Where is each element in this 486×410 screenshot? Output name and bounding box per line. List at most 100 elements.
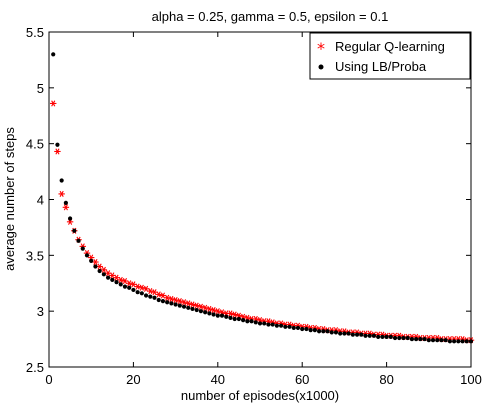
data-point-using-lb-proba <box>228 315 233 320</box>
data-point-using-lb-proba <box>245 319 250 324</box>
legend-entry-regular-q-learning: Regular Q-learning <box>335 39 445 54</box>
data-point-using-lb-proba <box>232 316 237 322</box>
x-tick-label: 0 <box>45 372 52 387</box>
data-point-using-lb-proba <box>274 323 279 328</box>
data-point-regular-q-learning <box>206 305 213 312</box>
data-point-using-lb-proba <box>114 280 119 285</box>
asterisk-stroke <box>118 276 123 283</box>
asterisk-stroke <box>186 300 191 307</box>
data-point-regular-q-learning <box>125 280 133 287</box>
data-point-using-lb-proba <box>426 338 431 343</box>
legend-marker-asterisk: * <box>317 39 325 58</box>
asterisk-stroke <box>198 303 203 310</box>
asterisk-stroke <box>139 284 144 291</box>
data-point-using-lb-proba <box>287 324 292 329</box>
data-point-using-lb-proba <box>363 333 368 338</box>
data-point-using-lb-proba <box>211 312 216 317</box>
data-point-using-lb-proba <box>430 338 436 343</box>
data-point-using-lb-proba <box>110 277 115 282</box>
data-point-using-lb-proba <box>392 335 398 341</box>
x-axis-label: number of episodes(x1000) <box>181 388 339 403</box>
data-point-using-lb-proba <box>76 238 81 243</box>
x-tick-label: 60 <box>295 372 309 387</box>
data-point-regular-q-learning <box>117 276 124 283</box>
data-point-using-lb-proba <box>97 268 102 274</box>
asterisk-stroke <box>93 258 98 266</box>
data-point-using-lb-proba <box>304 326 309 332</box>
data-point-using-lb-proba <box>84 253 90 258</box>
data-point-using-lb-proba <box>118 282 123 287</box>
data-point-using-lb-proba <box>346 331 351 336</box>
data-point-regular-q-learning <box>163 294 171 301</box>
data-point-regular-q-learning <box>147 288 154 295</box>
asterisk-stroke <box>97 263 102 270</box>
data-point-using-lb-proba <box>295 325 301 331</box>
asterisk-stroke <box>211 306 216 314</box>
asterisk-stroke <box>190 301 195 308</box>
legend-marker-dot <box>318 64 324 70</box>
data-point-using-lb-proba <box>291 325 296 331</box>
y-axis-label: average number of steps <box>2 127 17 271</box>
data-point-using-lb-proba <box>266 322 271 327</box>
data-point-regular-q-learning <box>176 298 184 305</box>
data-point-using-lb-proba <box>55 142 60 147</box>
data-point-using-lb-proba <box>376 334 381 339</box>
asterisk-stroke <box>106 270 111 277</box>
data-point-using-lb-proba <box>203 310 208 315</box>
y-tick-label: 3.5 <box>26 248 44 263</box>
data-point-using-lb-proba <box>338 331 343 336</box>
data-point-using-lb-proba <box>257 321 263 326</box>
data-point-using-lb-proba <box>384 334 389 339</box>
data-point-using-lb-proba <box>135 290 140 295</box>
data-point-regular-q-learning <box>54 148 61 155</box>
x-tick-label: 100 <box>460 372 482 387</box>
asterisk-stroke <box>131 281 136 288</box>
data-point-using-lb-proba <box>405 335 410 341</box>
data-point-using-lb-proba <box>359 332 364 337</box>
data-point-using-lb-proba <box>173 302 178 307</box>
y-tick-label: 5.5 <box>26 25 44 40</box>
asterisk-stroke <box>152 289 157 296</box>
asterisk-stroke <box>203 304 208 311</box>
y-tick-label: 5 <box>37 81 44 96</box>
data-point-using-lb-proba <box>418 336 423 342</box>
data-point-regular-q-learning <box>138 284 146 291</box>
data-point-using-lb-proba <box>409 336 415 342</box>
data-point-using-lb-proba <box>249 319 254 324</box>
asterisk-stroke <box>135 283 140 290</box>
asterisk-stroke <box>207 305 212 312</box>
data-point-using-lb-proba <box>198 309 204 314</box>
data-point-using-lb-proba <box>59 178 64 183</box>
asterisk-stroke <box>173 296 178 304</box>
data-point-using-lb-proba <box>93 264 98 269</box>
data-point-regular-q-learning <box>197 303 205 310</box>
data-point-using-lb-proba <box>367 333 372 338</box>
data-point-regular-q-learning <box>210 306 217 314</box>
data-point-using-lb-proba <box>342 331 347 336</box>
data-point-using-lb-proba <box>333 330 339 335</box>
data-point-using-lb-proba <box>127 285 132 290</box>
asterisk-stroke <box>194 302 199 309</box>
asterisk-stroke <box>101 266 106 273</box>
data-point-using-lb-proba <box>452 339 457 344</box>
data-point-regular-q-learning <box>155 291 162 298</box>
data-point-using-lb-proba <box>447 339 452 344</box>
data-point-using-lb-proba <box>152 295 157 300</box>
asterisk-stroke <box>148 288 153 295</box>
chart-title: alpha = 0.25, gamma = 0.5, epsilon = 0.1 <box>152 9 389 24</box>
x-tick-label: 20 <box>126 372 140 387</box>
data-point-regular-q-learning <box>227 310 234 317</box>
data-point-using-lb-proba <box>68 216 73 221</box>
data-point-using-lb-proba <box>262 321 267 326</box>
y-tick-label: 4.5 <box>26 137 44 152</box>
data-point-using-lb-proba <box>156 297 161 303</box>
asterisk-stroke <box>156 291 161 298</box>
data-point-using-lb-proba <box>329 330 334 335</box>
data-points <box>50 52 475 344</box>
data-point-using-lb-proba <box>354 332 360 337</box>
data-point-using-lb-proba <box>207 311 212 316</box>
data-point-using-lb-proba <box>51 52 56 57</box>
data-point-using-lb-proba <box>371 333 377 338</box>
data-point-using-lb-proba <box>165 300 170 305</box>
